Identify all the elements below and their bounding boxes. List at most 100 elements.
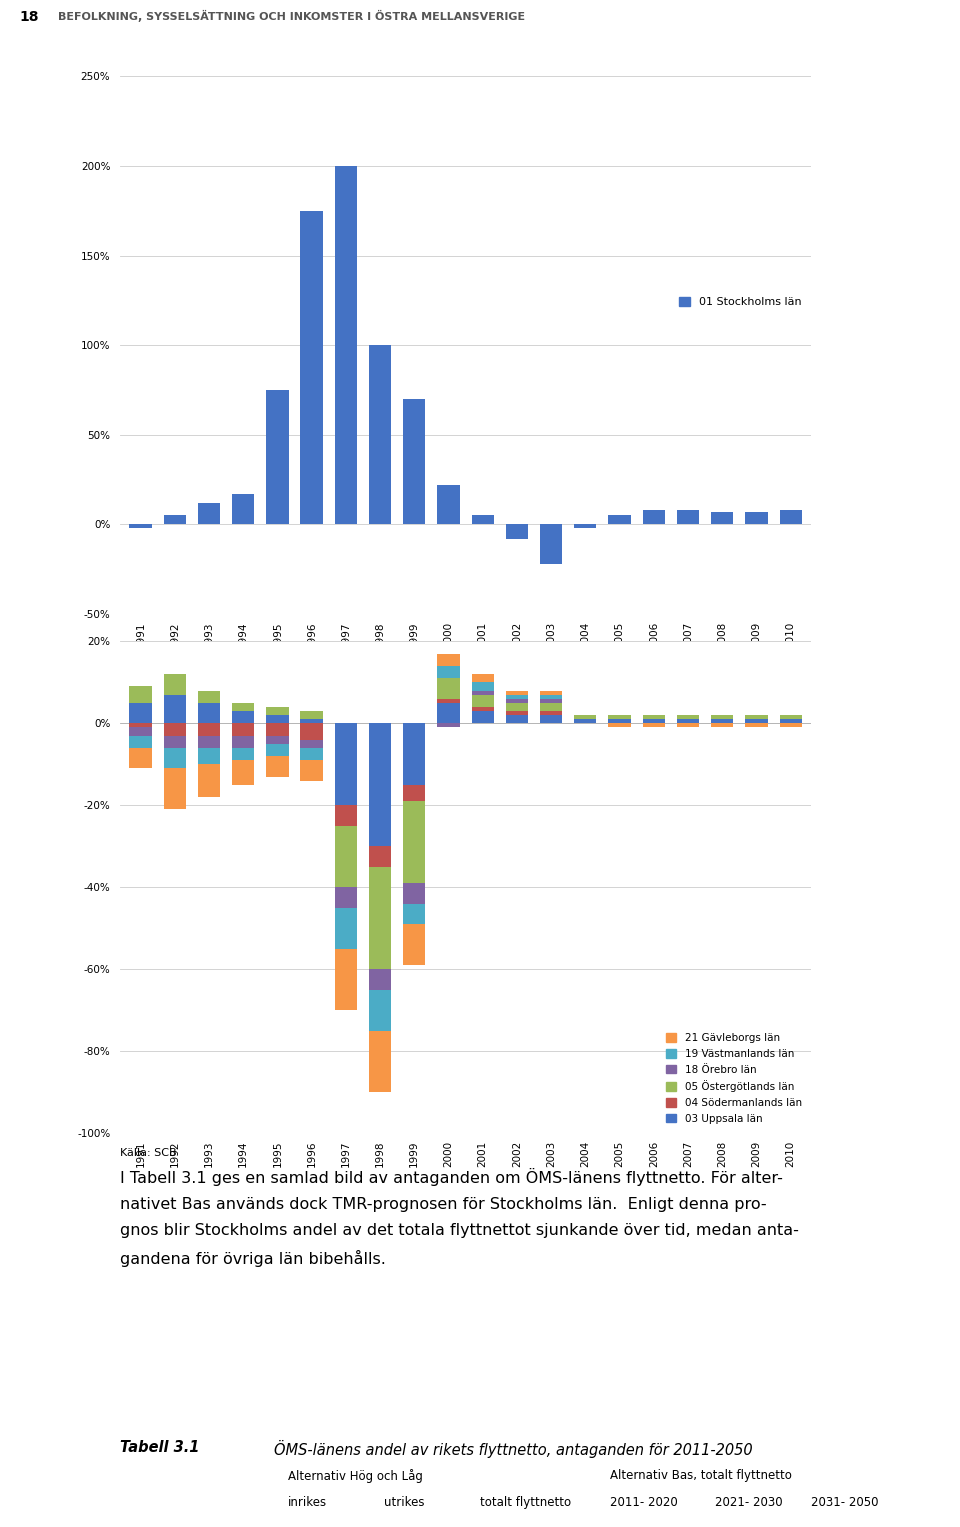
Bar <box>300 719 323 724</box>
Bar <box>369 970 391 989</box>
Bar <box>163 673 186 695</box>
Bar <box>300 739 323 748</box>
Bar <box>540 690 563 695</box>
Bar <box>232 702 254 712</box>
Bar <box>369 846 391 867</box>
Bar <box>471 683 493 690</box>
Bar <box>403 904 425 924</box>
Bar <box>506 695 528 699</box>
Text: inrikes: inrikes <box>288 1496 327 1510</box>
Bar <box>266 736 289 744</box>
Bar <box>506 699 528 702</box>
Bar <box>163 748 186 768</box>
Bar <box>300 748 323 760</box>
Text: 2021- 2030: 2021- 2030 <box>715 1496 782 1510</box>
Bar <box>163 736 186 748</box>
Bar <box>506 712 528 715</box>
Text: BEFOLKNING, SYSSELSÄTTNING OCH INKOMSTER I ÖSTRA MELLANSVERIGE: BEFOLKNING, SYSSELSÄTTNING OCH INKOMSTER… <box>58 9 525 21</box>
Bar <box>335 805 357 826</box>
Bar <box>438 724 460 727</box>
Bar <box>300 712 323 719</box>
Bar <box>198 748 220 764</box>
Bar <box>300 760 323 780</box>
Bar <box>369 989 391 1031</box>
Bar <box>540 715 563 724</box>
Bar <box>438 486 460 524</box>
Bar <box>130 724 152 727</box>
Bar <box>130 727 152 736</box>
Bar <box>403 724 425 785</box>
Bar <box>471 515 493 524</box>
Bar <box>540 524 563 563</box>
Bar <box>677 510 699 524</box>
Bar <box>163 768 186 809</box>
Bar <box>403 924 425 965</box>
Bar <box>335 724 357 805</box>
Text: Alternativ Bas, totalt flyttnetto: Alternativ Bas, totalt flyttnetto <box>610 1469 791 1483</box>
Bar <box>266 715 289 724</box>
Bar <box>335 907 357 948</box>
Bar <box>300 724 323 739</box>
Bar <box>438 702 460 724</box>
Bar <box>540 702 563 712</box>
Bar <box>780 719 802 724</box>
Bar <box>232 736 254 748</box>
Bar <box>335 948 357 1011</box>
Text: 2031- 2050: 2031- 2050 <box>811 1496 878 1510</box>
Bar <box>780 715 802 719</box>
Text: Källa: SCB: Källa: SCB <box>120 1148 177 1159</box>
Bar <box>335 887 357 907</box>
Bar <box>609 724 631 727</box>
Bar <box>369 724 391 846</box>
Bar <box>403 785 425 802</box>
Bar <box>506 702 528 712</box>
Bar <box>163 724 186 736</box>
Bar <box>130 748 152 768</box>
Text: totalt flyttnetto: totalt flyttnetto <box>480 1496 571 1510</box>
Bar <box>300 211 323 524</box>
Bar <box>711 512 733 524</box>
Bar <box>574 715 596 719</box>
Bar <box>471 690 493 695</box>
Bar <box>266 744 289 756</box>
Bar <box>232 712 254 724</box>
Bar <box>163 695 186 724</box>
Bar <box>506 715 528 724</box>
Bar <box>232 748 254 760</box>
Bar <box>130 524 152 528</box>
Bar <box>130 687 152 702</box>
Bar <box>745 724 768 727</box>
Bar <box>574 524 596 528</box>
Bar <box>163 515 186 524</box>
Bar <box>198 502 220 524</box>
Bar <box>609 719 631 724</box>
Bar <box>403 802 425 883</box>
Bar <box>198 702 220 724</box>
Bar <box>677 724 699 727</box>
Bar <box>677 719 699 724</box>
Bar <box>198 724 220 736</box>
Bar <box>198 736 220 748</box>
Bar <box>642 715 665 719</box>
Text: 2011- 2020: 2011- 2020 <box>610 1496 678 1510</box>
Bar <box>609 515 631 524</box>
Text: 18: 18 <box>19 9 38 24</box>
Bar <box>677 715 699 719</box>
Bar <box>130 736 152 748</box>
Bar <box>574 719 596 724</box>
Bar <box>745 715 768 719</box>
Bar <box>266 756 289 777</box>
Bar <box>471 673 493 683</box>
Text: Alternativ Hög och Låg: Alternativ Hög och Låg <box>288 1469 422 1483</box>
Bar <box>232 724 254 736</box>
Bar <box>266 389 289 524</box>
Text: Tabell 3.1: Tabell 3.1 <box>120 1440 200 1455</box>
Bar <box>438 699 460 702</box>
Bar <box>642 724 665 727</box>
Bar <box>540 699 563 702</box>
Bar <box>232 760 254 785</box>
Bar <box>232 493 254 524</box>
Bar <box>266 724 289 736</box>
Bar <box>403 399 425 524</box>
Bar <box>198 764 220 797</box>
